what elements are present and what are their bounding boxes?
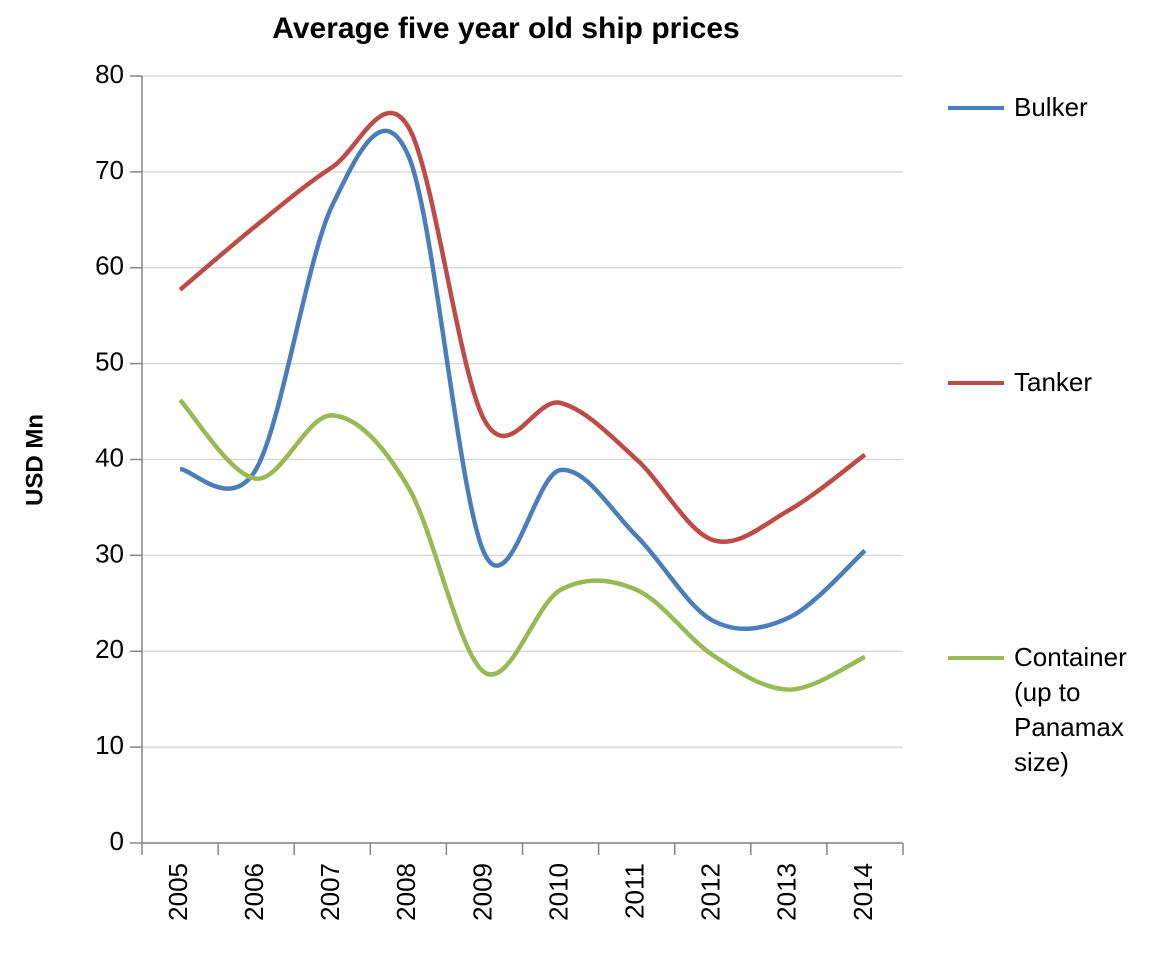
legend-entry: Tanker (948, 365, 1163, 400)
y-tick-label: 20 (95, 634, 124, 664)
x-tick-label: 2006 (239, 863, 269, 921)
x-tick-label: 2011 (620, 863, 650, 919)
legend-swatch (948, 381, 1004, 385)
series-line (178, 398, 866, 692)
y-tick-label: 10 (95, 730, 124, 760)
y-tick-label: 60 (95, 251, 124, 281)
x-tick-label: 2007 (315, 863, 345, 921)
x-tick-label: 2009 (467, 863, 497, 921)
x-tick-label: 2014 (848, 863, 878, 921)
legend-label: Tanker (1014, 367, 1093, 397)
legend-swatch (948, 106, 1004, 110)
x-tick-label: 2013 (772, 863, 802, 921)
y-tick-label: 0 (110, 826, 124, 856)
x-tick-label: 2012 (696, 863, 726, 921)
x-tick-label: 2010 (543, 863, 573, 921)
series-line (179, 128, 867, 632)
y-tick-label: 40 (95, 442, 124, 472)
y-tick-label: 70 (95, 155, 124, 185)
x-tick-label: 2008 (391, 863, 421, 921)
series-line (178, 110, 867, 544)
y-tick-label: 80 (95, 59, 124, 89)
y-tick-label: 30 (95, 538, 124, 568)
y-tick-label: 50 (95, 347, 124, 377)
y-axis-label: USD Mn (21, 414, 48, 506)
legend-entry: Bulker (948, 90, 1163, 125)
legend-label: Bulker (1014, 92, 1088, 122)
chart-title: Average five year old ship prices (272, 12, 739, 45)
legend-swatch (948, 656, 1004, 660)
legend-entry: Container (up to Panamax size) (948, 640, 1163, 780)
legend: Bulker Tanker Container (up to Panamax siz… (948, 90, 1163, 780)
legend-label: Container (up to Panamax size) (1014, 642, 1127, 777)
x-tick-label: 2005 (163, 863, 193, 921)
